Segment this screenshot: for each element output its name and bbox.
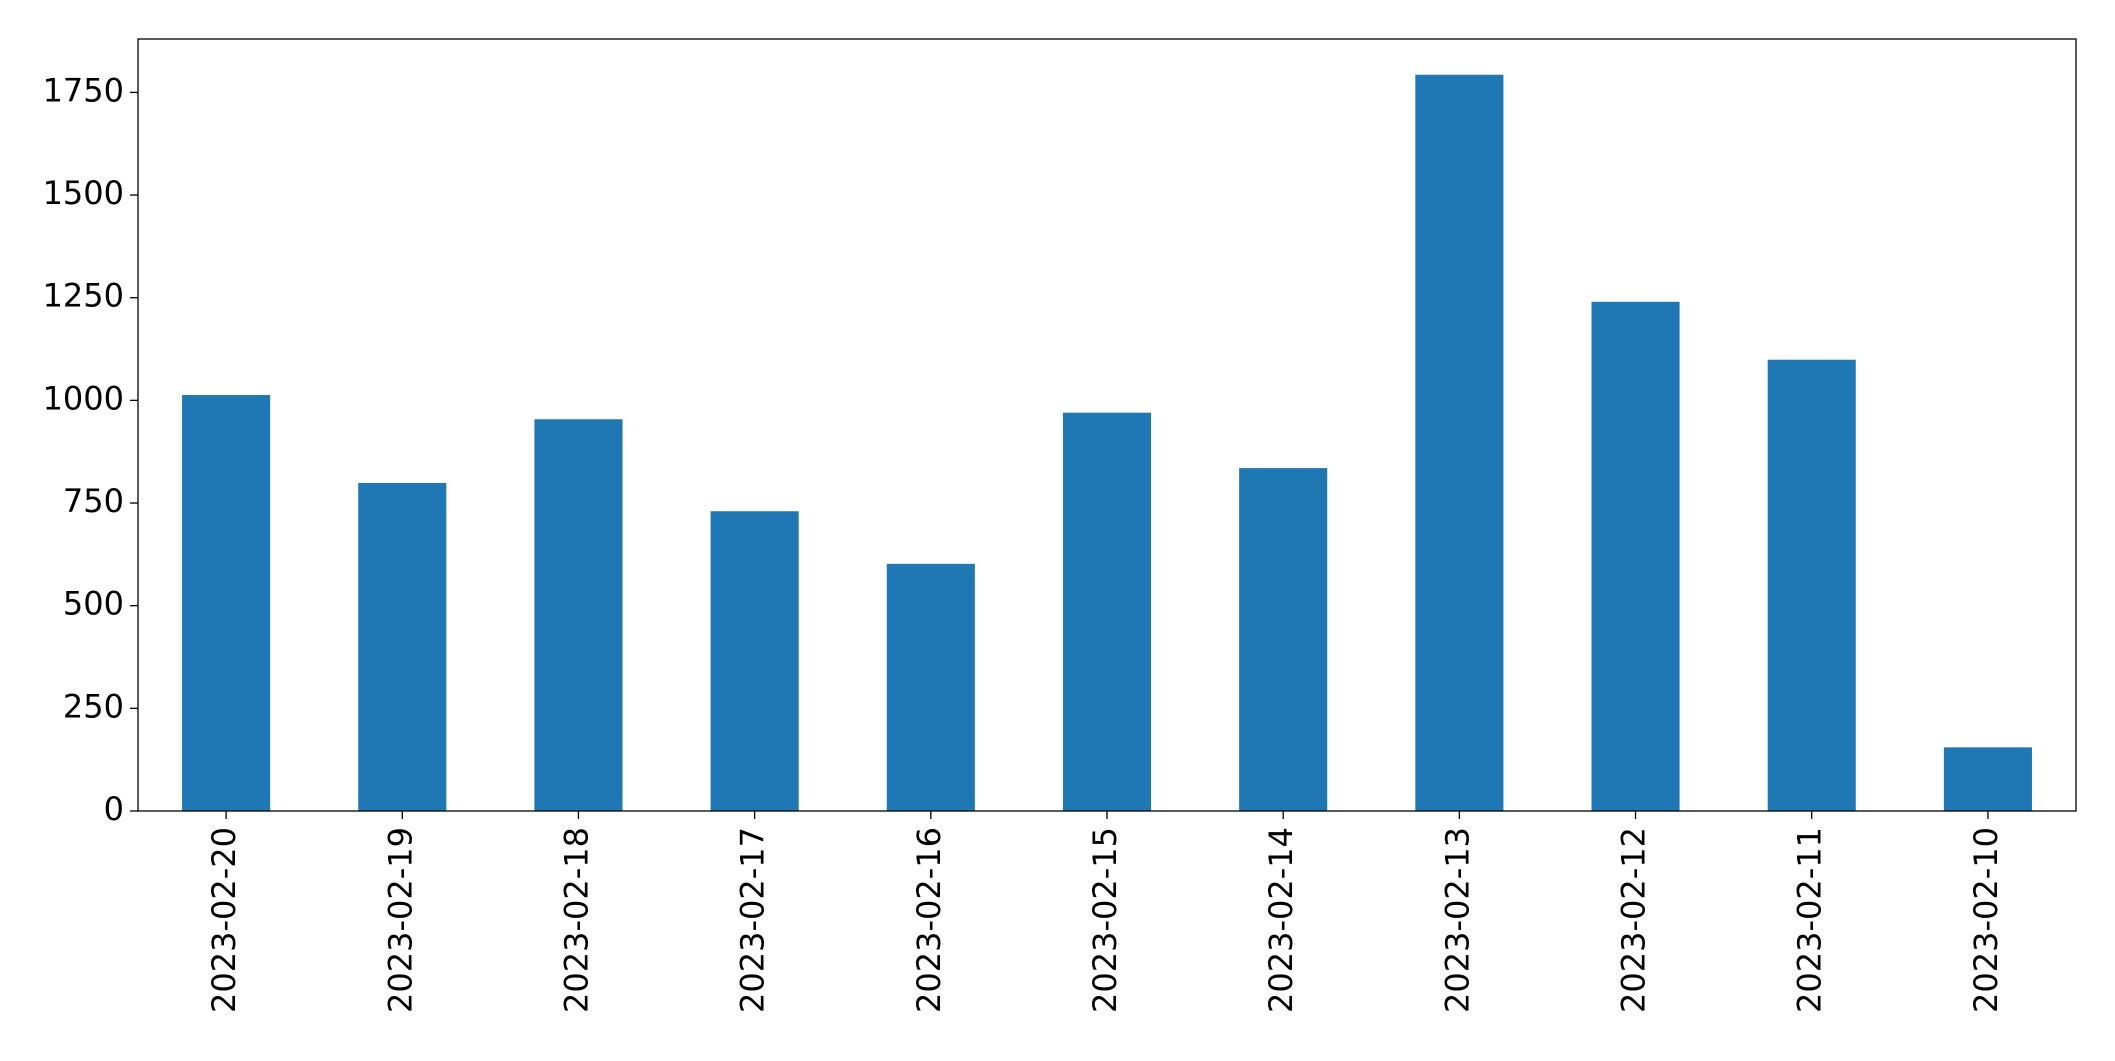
- bar: [534, 419, 623, 811]
- x-tick-label: 2023-02-16: [910, 827, 948, 1013]
- y-tick-label: 250: [63, 687, 124, 725]
- y-tick-label: 1500: [43, 174, 124, 212]
- x-tick-label: 2023-02-17: [734, 827, 772, 1013]
- bar: [358, 482, 447, 811]
- bar: [1767, 359, 1856, 811]
- x-tick-label: 2023-02-10: [1967, 827, 2005, 1013]
- bar: [182, 395, 271, 811]
- y-tick-label: 1250: [43, 277, 124, 315]
- plot-frame: [137, 38, 2077, 812]
- bar: [710, 511, 799, 811]
- bar: [1591, 301, 1680, 811]
- y-tick-label: 0: [104, 790, 124, 828]
- bar: [1943, 747, 2032, 811]
- bar: [1062, 412, 1152, 811]
- x-tick-label: 2023-02-15: [1086, 827, 1124, 1013]
- x-tick-label: 2023-02-12: [1615, 827, 1653, 1013]
- y-tick-label: 500: [63, 585, 124, 623]
- x-tick-label: 2023-02-11: [1791, 827, 1829, 1013]
- x-tick-label: 2023-02-20: [205, 827, 243, 1013]
- y-tick-label: 1000: [43, 379, 124, 417]
- x-tick-label: 2023-02-19: [381, 827, 419, 1013]
- y-tick-label: 1750: [43, 71, 124, 109]
- x-tick-label: 2023-02-18: [557, 827, 595, 1013]
- x-tick-label: 2023-02-13: [1438, 827, 1476, 1013]
- bar: [1415, 74, 1504, 812]
- y-tick-label: 750: [63, 482, 124, 520]
- bar: [1239, 468, 1328, 811]
- bar: [886, 563, 975, 811]
- x-tick-label: 2023-02-14: [1262, 827, 1300, 1013]
